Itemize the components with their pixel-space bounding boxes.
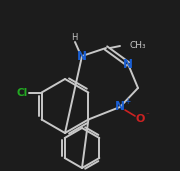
Text: CH₃: CH₃ (130, 42, 147, 50)
Text: N: N (115, 101, 125, 114)
Text: O: O (135, 114, 145, 124)
Text: H: H (71, 34, 77, 43)
Text: ⁻: ⁻ (145, 112, 149, 118)
Text: +: + (124, 97, 130, 107)
Text: N: N (77, 49, 87, 62)
Text: N: N (123, 57, 133, 70)
Text: Cl: Cl (17, 88, 28, 97)
